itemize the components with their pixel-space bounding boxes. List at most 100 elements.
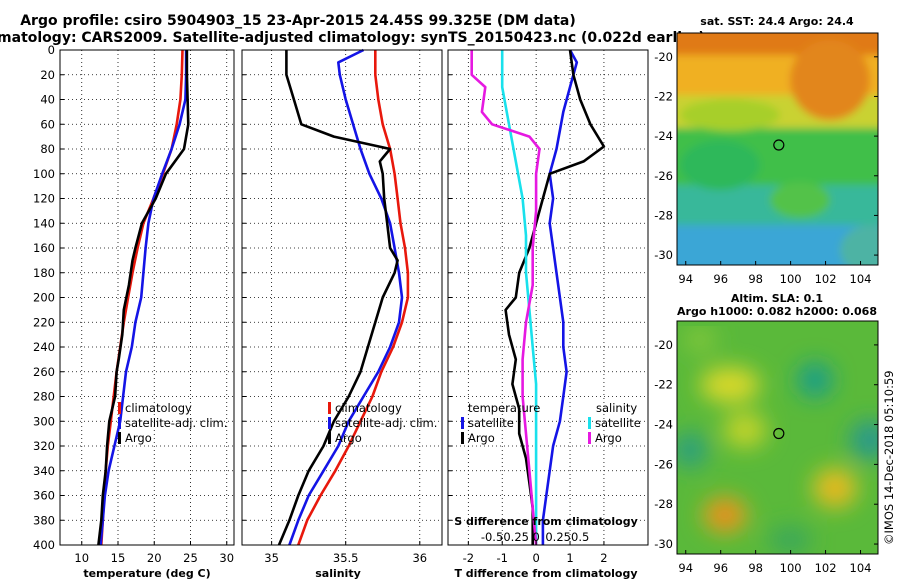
temperature-panel: 10 15 20 25 30 0 20 40 60 80 100 120 140 160 180 200 22…	[33, 43, 235, 580]
y-tick-label: 40	[40, 93, 55, 107]
difference-panel: -2 -1 0 1 2 -0.5-0.25 0 0.25 0.5 S difference f…	[447, 49, 649, 580]
y-tick-label: 80	[40, 142, 55, 156]
sla-patch-teal-n	[797, 362, 833, 398]
temperature-series	[97, 49, 190, 546]
sla-field	[677, 326, 878, 554]
legend-label-argo: Argo	[335, 431, 362, 445]
sst-field	[677, 33, 878, 265]
y-tick-label: 240	[33, 340, 55, 354]
sst-patch-green-west	[680, 140, 760, 190]
map-y-tick-label: -22	[654, 89, 673, 103]
y-tick-label: 320	[33, 439, 55, 453]
map-y-tick-label: -30	[654, 537, 673, 551]
s-tick-label: 0	[532, 530, 539, 544]
x-tick-label: 15	[111, 551, 126, 565]
x-tick-label: 25	[183, 551, 198, 565]
s-difference-label: S difference from climatology	[454, 515, 638, 528]
sst-map-title: sat. SST: 24.4 Argo: 24.4	[700, 15, 854, 28]
legend-swatch-temp-argo	[461, 432, 464, 444]
legend-label-temp-argo: Argo	[468, 431, 495, 445]
y-tick-label: 20	[40, 68, 55, 82]
legend-swatch-argo	[118, 432, 121, 444]
sst-x-ticks: 94 96 98 100 102 104	[678, 261, 871, 286]
y-tick-label: 60	[40, 117, 55, 131]
x-tick-label: -1	[497, 551, 508, 565]
temperature-y-ticks: 0 20 40 60 80 100 120 140 160 180 200 220 240 260 280 3…	[33, 43, 64, 552]
x-tick-label: 20	[147, 551, 162, 565]
sst-frame	[676, 32, 879, 266]
legend-swatch-satellite	[118, 417, 121, 429]
legend-title-temperature: temperature	[468, 401, 540, 415]
series-line-argo	[277, 50, 399, 546]
legend-label-climatology: climatology	[125, 401, 192, 415]
difference-legend-salinity: salinity satellite Argo	[588, 401, 641, 445]
x-tick-label: 0	[532, 551, 539, 565]
sla-patch-yellow-nw	[700, 367, 760, 403]
title-line-1: Argo profile: csiro 5904903_15 23-Apr-20…	[20, 13, 576, 29]
sla-map-subtitle: Argo h1000: 0.082 h2000: 0.068	[677, 305, 877, 318]
s-tick-label: 0.25	[545, 530, 571, 544]
difference-series	[470, 49, 606, 546]
y-tick-label: 220	[33, 315, 55, 329]
sst-heatmap	[677, 33, 878, 265]
credit-stamp: ©IMOS 14-Dec-2018 05:10:59	[882, 370, 896, 545]
y-tick-label: 260	[33, 365, 55, 379]
temperature-x-label: temperature (deg C)	[83, 567, 210, 580]
sla-patch-teal-e	[850, 420, 878, 460]
sla-patch-lime-corner	[684, 326, 716, 354]
y-tick-label: 380	[33, 513, 55, 527]
x-tick-label: 36	[412, 551, 427, 565]
salinity-y-ticks	[242, 49, 246, 546]
y-tick-label: 100	[33, 167, 55, 181]
salinity-series	[277, 48, 410, 546]
s-tick-label: -0.25	[499, 530, 529, 544]
map-x-tick-label: 98	[748, 272, 763, 286]
map-x-tick-label: 94	[678, 272, 693, 286]
map-x-tick-label: 94	[678, 561, 693, 575]
sla-patch-lime-center	[723, 412, 767, 448]
legend-label-temp-satellite: satellite	[468, 416, 514, 430]
map-x-tick-label: 100	[780, 272, 802, 286]
sla-x-ticks: 94 96 98 100 102 104	[678, 550, 871, 575]
map-x-tick-label: 96	[713, 272, 728, 286]
x-tick-label: 30	[219, 551, 234, 565]
sla-argo-position-marker	[773, 427, 785, 440]
map-x-tick-label: 100	[780, 561, 802, 575]
temperature-legend: climatology satellite-adj. clim. Argo	[118, 401, 227, 445]
map-y-tick-label: -20	[654, 50, 673, 64]
x-tick-label: 10	[74, 551, 89, 565]
y-tick-label: 120	[33, 192, 55, 206]
y-tick-label: 0	[48, 43, 55, 57]
map-y-tick-label: -26	[654, 457, 673, 471]
x-tick-label: 35.5	[333, 551, 359, 565]
y-tick-label: 400	[33, 538, 55, 552]
series-line-climatology	[297, 50, 410, 546]
legend-swatch-temp-satellite	[461, 417, 464, 429]
map-y-tick-label: -24	[654, 418, 673, 432]
s-tick-label: -0.5	[481, 530, 503, 544]
map-x-tick-label: 98	[748, 561, 763, 575]
sla-map-panel: Altim. SLA: 0.1 Argo h1000: 0.082 h2000:…	[654, 292, 879, 575]
y-tick-label: 180	[33, 266, 55, 280]
x-tick-label: 35	[264, 551, 279, 565]
salinity-x-ticks: 35 35.5 36	[264, 541, 427, 565]
map-y-tick-label: -30	[654, 248, 673, 262]
map-x-tick-label: 96	[713, 561, 728, 575]
map-y-tick-label: -22	[654, 378, 673, 392]
map-y-tick-label: -20	[654, 338, 673, 352]
legend-swatch-sal-argo	[588, 432, 591, 444]
salinity-x-label: salinity	[315, 567, 361, 580]
sla-heatmap	[677, 321, 878, 554]
sla-y-ticks: -20 -22 -24 -26 -28 -30	[654, 338, 878, 551]
series-line-temperature-satellite	[541, 49, 579, 545]
y-tick-label: 140	[33, 216, 55, 230]
difference-x-ticks: -2 -1 0 1 2	[463, 541, 608, 565]
sla-frame	[676, 320, 879, 555]
legend-swatch-argo	[328, 432, 331, 444]
legend-swatch-climatology	[118, 402, 121, 414]
legend-label-sal-argo: Argo	[595, 431, 622, 445]
map-y-tick-label: -26	[654, 169, 673, 183]
x-tick-label: 1	[566, 551, 573, 565]
map-x-tick-label: 102	[815, 561, 837, 575]
difference-s-ticks: -0.5-0.25 0 0.25 0.5	[481, 530, 590, 544]
